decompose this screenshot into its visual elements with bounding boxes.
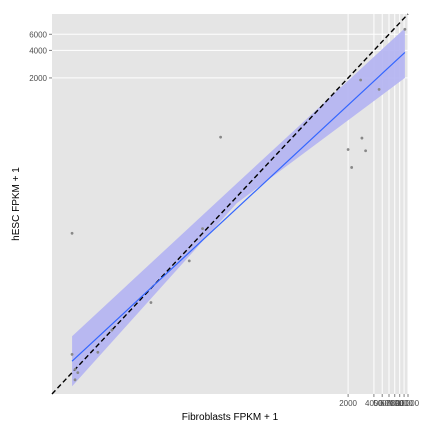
data-point-8 bbox=[187, 259, 191, 263]
x-tick-label-4: 7000 bbox=[386, 399, 404, 408]
data-point-13 bbox=[359, 78, 363, 82]
fit-line bbox=[71, 51, 406, 362]
confidence-band bbox=[72, 28, 405, 387]
data-point-14 bbox=[360, 136, 364, 140]
x-tick-label-2: 5000 bbox=[373, 399, 391, 408]
x-tick-label-1: 4000 bbox=[365, 399, 383, 408]
data-points bbox=[70, 27, 407, 382]
ci-band-group bbox=[72, 28, 405, 387]
data-point-0 bbox=[70, 352, 74, 356]
data-point-12 bbox=[350, 166, 354, 169]
data-point-4 bbox=[70, 231, 74, 235]
reference-line-group bbox=[51, 13, 409, 395]
reference-line bbox=[51, 13, 409, 395]
data-point-10 bbox=[219, 135, 223, 139]
x-tick-label-5: 8000 bbox=[391, 399, 409, 408]
data-point-17 bbox=[403, 27, 407, 31]
y-axis-title: hESC FPKM + 1 bbox=[11, 167, 22, 241]
x-axis-title: Fibroblasts FPKM + 1 bbox=[182, 412, 279, 423]
data-point-7 bbox=[149, 301, 153, 304]
fit-line-group bbox=[71, 51, 406, 362]
y-tick-label-1: 4000 bbox=[29, 46, 47, 55]
data-point-5 bbox=[96, 350, 100, 354]
data-point-9 bbox=[201, 227, 204, 231]
data-point-15 bbox=[364, 149, 368, 153]
x-tick-label-7: 10000 bbox=[397, 399, 420, 408]
y-axis-ticks: 2000 4000 6000 bbox=[29, 30, 52, 83]
x-tick-label-6: 9000 bbox=[395, 399, 413, 408]
data-point-16 bbox=[377, 87, 381, 91]
y-tick-label-2: 6000 bbox=[29, 30, 47, 39]
data-point-3 bbox=[76, 371, 80, 374]
data-point-11 bbox=[346, 148, 350, 151]
x-tick-label-0: 2000 bbox=[339, 399, 357, 408]
data-point-2 bbox=[73, 378, 77, 382]
data-point-1 bbox=[73, 368, 77, 371]
x-tick-label-3: 6000 bbox=[380, 399, 398, 408]
y-tick-label-0: 2000 bbox=[29, 74, 47, 83]
data-point-6 bbox=[110, 328, 114, 332]
